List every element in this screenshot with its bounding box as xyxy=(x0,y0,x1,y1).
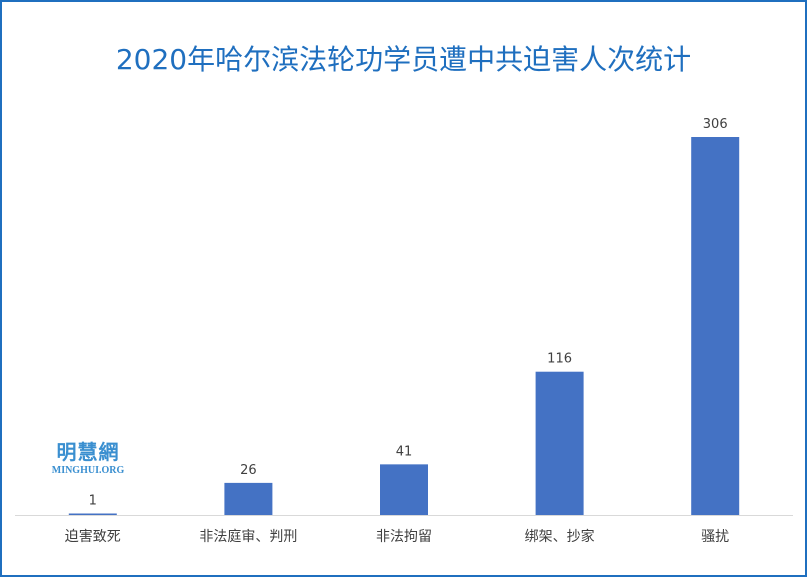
bar xyxy=(68,513,117,515)
x-tick-label: 骚扰 xyxy=(701,529,729,545)
x-tick-label: 迫害致死 xyxy=(65,529,121,545)
data-label: 26 xyxy=(240,463,257,478)
logo-cn: 明慧網 xyxy=(56,440,120,464)
chart-title: 2020年哈尔滨法轮功学员遭中共迫害人次统计 xyxy=(115,43,692,76)
x-tick-label: 绑架、抄家 xyxy=(525,528,595,545)
bar xyxy=(380,464,428,515)
data-label: 1 xyxy=(89,494,97,509)
data-label: 41 xyxy=(396,444,413,459)
x-tick-label: 非法拘留 xyxy=(376,529,432,545)
logo-en: MINGHUI.ORG xyxy=(51,465,125,476)
bar xyxy=(535,371,584,515)
minghui-logo: 明慧網 MINGHUI.ORG xyxy=(46,436,130,476)
data-label: 116 xyxy=(547,352,572,367)
data-label: 306 xyxy=(703,117,728,132)
x-tick-label: 非法庭审、判刑 xyxy=(199,528,297,545)
bar xyxy=(224,482,273,515)
bar xyxy=(691,137,740,515)
